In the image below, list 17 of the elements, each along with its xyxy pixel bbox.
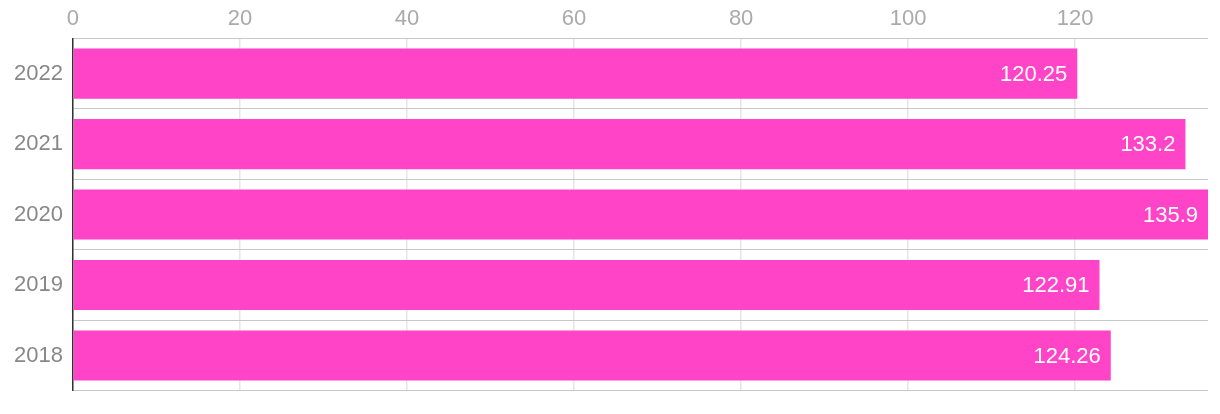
y-tick-label: 2022 — [13, 59, 63, 85]
x-tick-label: 40 — [394, 5, 420, 31]
y-tick-label: 2021 — [13, 130, 63, 156]
y-tick-label: 2020 — [13, 200, 63, 226]
x-tick-label: 100 — [889, 5, 927, 31]
data-label: 122.91 — [1022, 272, 1090, 298]
x-tick-label: 20 — [227, 5, 253, 31]
data-label: 120.25 — [999, 60, 1068, 86]
x-tick-label: 120 — [1056, 5, 1094, 31]
y-tick-label: 2018 — [13, 341, 63, 367]
data-label: 133.2 — [1120, 131, 1176, 157]
x-tick-label: 0 — [66, 5, 80, 31]
x-tick-label: 60 — [561, 5, 587, 31]
data-label: 124.26 — [1033, 342, 1101, 368]
x-tick-label: 80 — [728, 5, 754, 31]
y-tick-label: 2019 — [13, 271, 63, 297]
data-label: 135.9 — [1142, 201, 1198, 227]
